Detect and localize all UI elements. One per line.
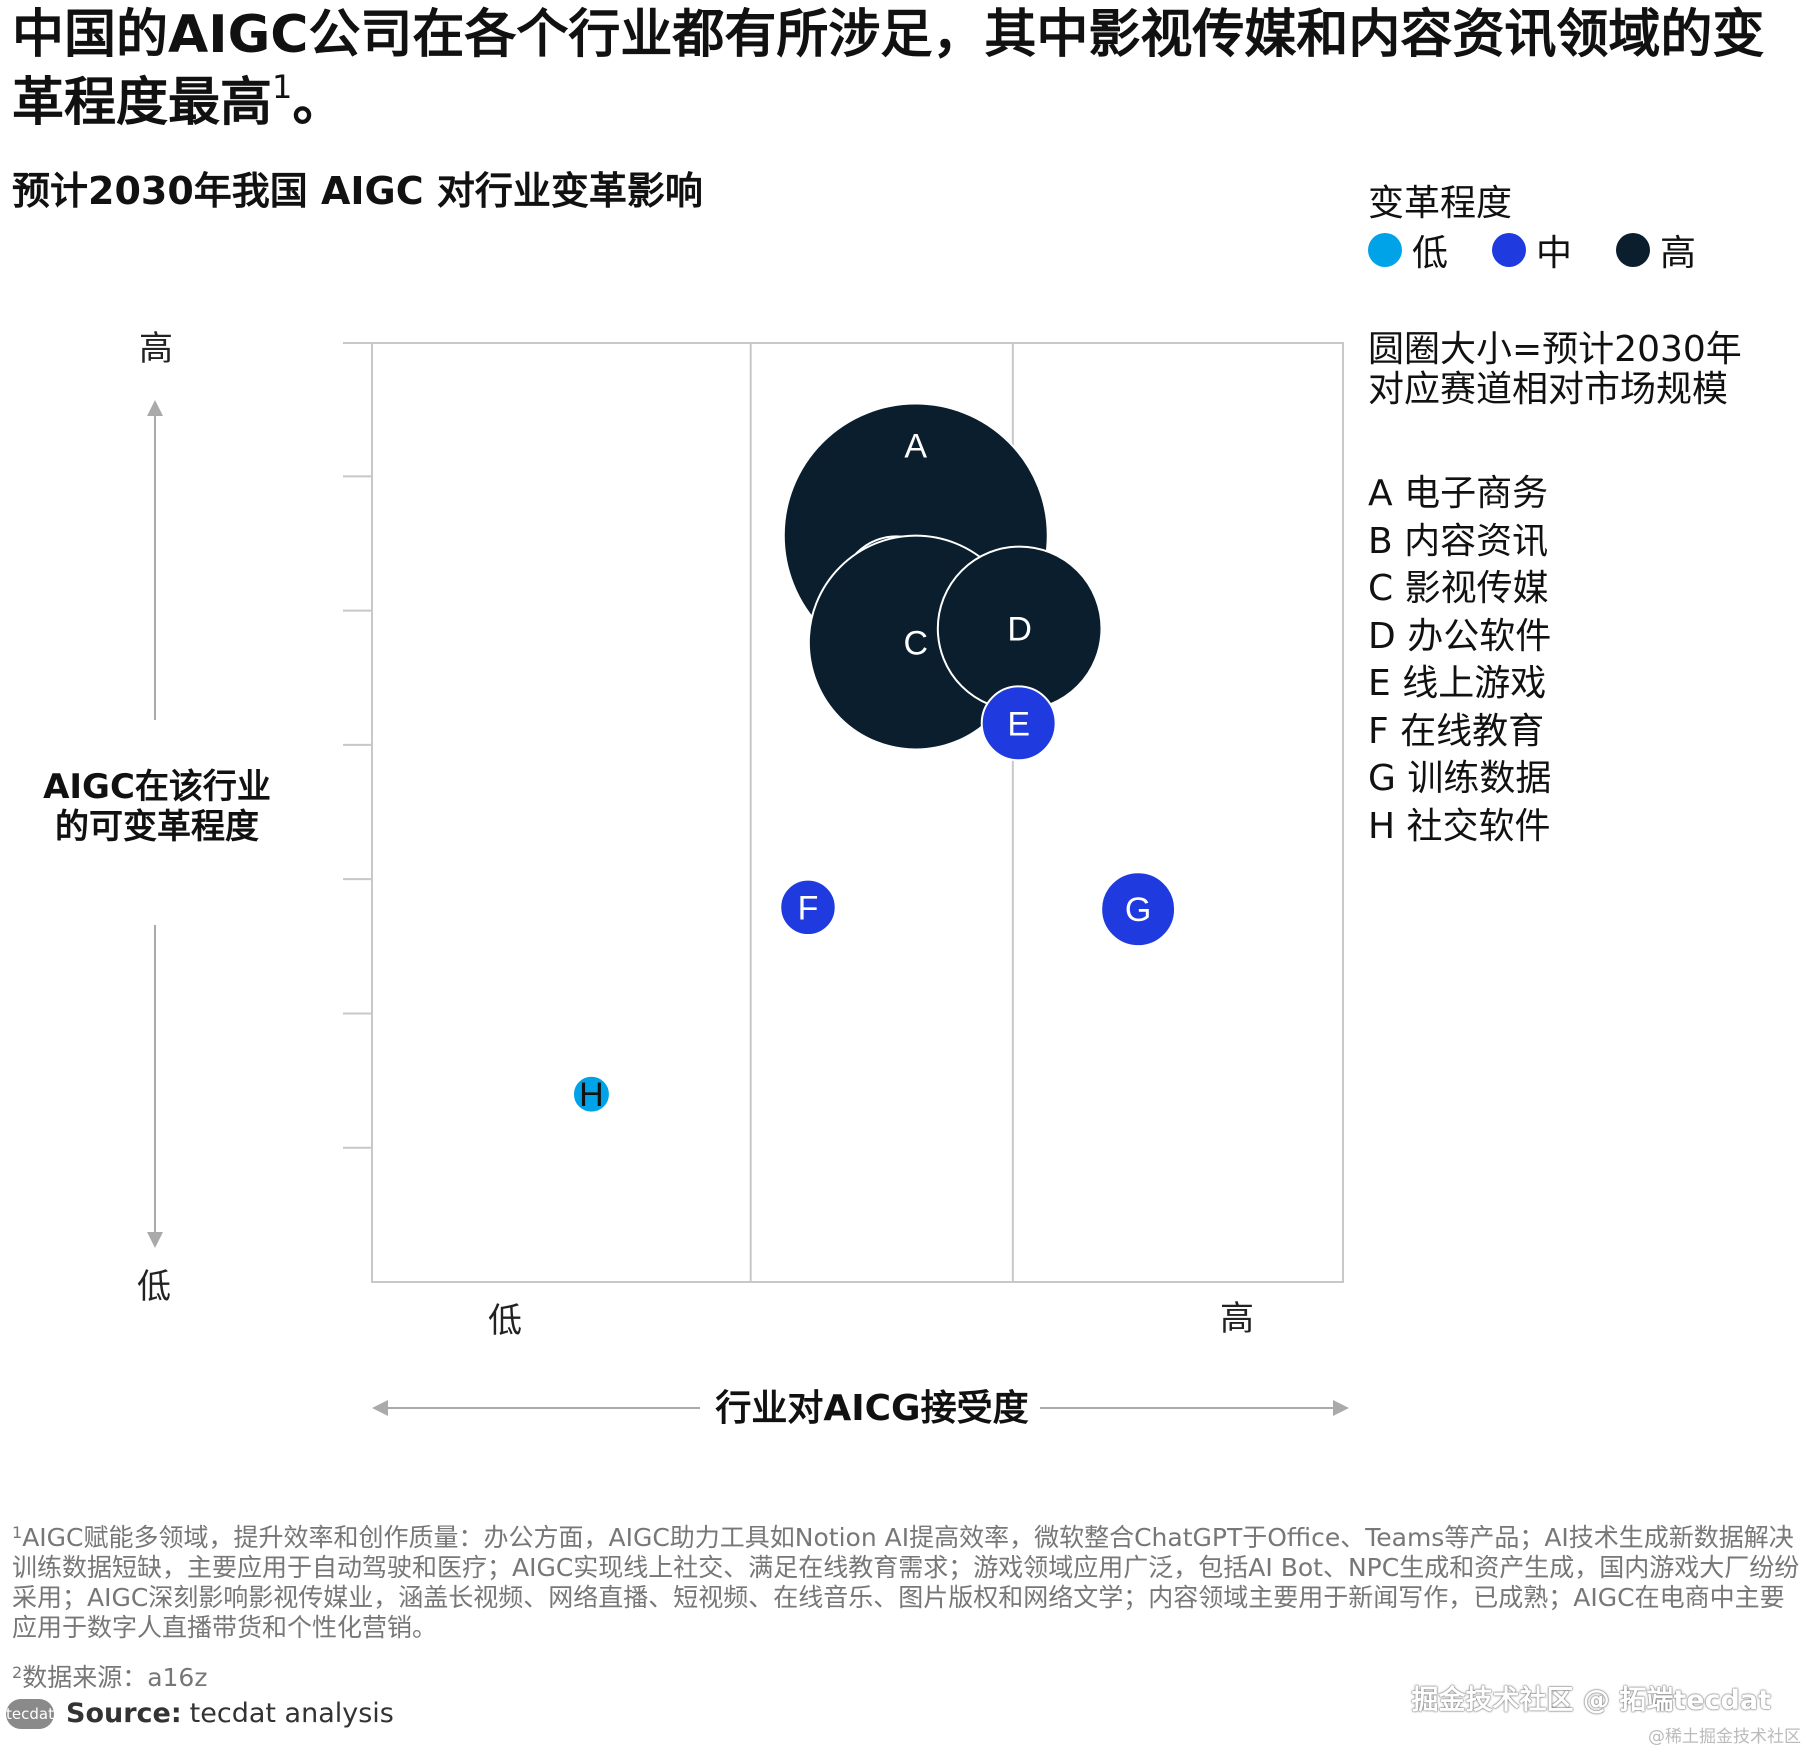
title-footnote-mark: 1	[272, 67, 293, 106]
footnote-1-mark: 1	[12, 1523, 23, 1542]
size-note: 圆圈大小=预计2030年 对应赛道相对市场规模	[1368, 330, 1742, 410]
bubble-circle	[980, 685, 1057, 762]
legend-label-low: 低	[1412, 233, 1449, 274]
x-axis-label: 行业对AICG接受度	[715, 1388, 1028, 1429]
legend: 低 中 高	[1368, 224, 1740, 276]
industry-item: H 社交软件	[1368, 803, 1551, 851]
footnote-1-text: AIGC赋能多领域，提升效率和创作质量：办公方面，AIGC助力工具如Notion…	[12, 1523, 1800, 1642]
industry-item: C 影视传媒	[1368, 565, 1551, 613]
size-note-line-1: 圆圈大小=预计2030年	[1368, 329, 1742, 370]
industry-name: 在线教育	[1400, 710, 1545, 752]
industry-name: 线上游戏	[1402, 663, 1547, 704]
industry-name: 影视传媒	[1404, 568, 1549, 609]
bubble-e: E	[980, 685, 1057, 762]
legend-item-medium: 中	[1492, 224, 1572, 276]
industry-name: 电子商务	[1404, 473, 1549, 514]
industry-letter: F	[1368, 710, 1389, 752]
bubble-label: G	[1125, 891, 1151, 929]
bubble-label: D	[1007, 610, 1032, 648]
legend-dot-high	[1616, 233, 1651, 267]
x-high-label: 高	[1220, 1299, 1254, 1339]
y-low-label: 低	[137, 1267, 171, 1307]
tecdat-logo: tecdat	[6, 1698, 54, 1729]
bubble-layer: ABCDEFGH	[571, 402, 1177, 1114]
industry-item: F 在线教育	[1368, 708, 1551, 756]
source-line: tecdat Source: tecdat analysis	[6, 1698, 394, 1729]
legend-title: 变革程度	[1368, 183, 1513, 224]
bubble-chart: ABCDEFGH 高 低 低 高 AIGC在该行业 的可变革程度 行业对AICG…	[43, 329, 1349, 1429]
watermark: 掘金技术社区 @ 拓端tecdat	[1411, 1685, 1771, 1716]
bubble-label: A	[904, 427, 927, 465]
chart-subtitle: 预计2030年我国 AIGC 对行业变革影响	[12, 169, 703, 213]
footnote-1: 1AIGC赋能多领域，提升效率和创作质量：办公方面，AIGC助力工具如Notio…	[12, 1518, 1802, 1643]
footnote-2-text: 数据来源：a16z	[22, 1663, 208, 1692]
bubble-label: C	[903, 625, 928, 663]
bubble-f: F	[779, 878, 837, 937]
legend-dot-low	[1368, 233, 1402, 267]
industry-letter: B	[1368, 520, 1393, 562]
x-low-label: 低	[488, 1301, 522, 1341]
title-end: 。	[292, 72, 345, 133]
bubble-g: G	[1100, 871, 1177, 948]
industry-name: 内容资讯	[1404, 520, 1549, 562]
legend-label-medium: 中	[1536, 233, 1573, 274]
industry-letter: A	[1368, 473, 1393, 514]
watermark-small: @稀土掘金技术社区	[1648, 1727, 1801, 1747]
main-title: 中国的AIGC公司在各个行业都有所涉足，其中影视传媒和内容资讯领域的变革程度最高…	[12, 4, 1802, 136]
industry-letter: C	[1368, 568, 1394, 609]
footnote-2-mark: 2	[12, 1663, 23, 1682]
legend-item-high: 高	[1616, 224, 1696, 276]
bubble-label: E	[1007, 705, 1030, 743]
y-high-label: 高	[139, 329, 173, 369]
bubble-h: H	[571, 1074, 611, 1114]
industry-item: D 办公软件	[1368, 613, 1551, 661]
y-axis-arrow-up-head	[147, 400, 163, 416]
y-axis-label-line-1: AIGC在该行业	[43, 767, 271, 807]
industry-letter: D	[1368, 615, 1396, 657]
bubble-circle	[571, 1074, 611, 1114]
size-note-line-2: 对应赛道相对市场规模	[1368, 369, 1729, 410]
industry-item: G 训练数据	[1368, 755, 1551, 803]
bubble-circle	[779, 878, 837, 937]
source-label: Source:	[66, 1698, 182, 1729]
legend-dot-medium	[1492, 233, 1527, 267]
x-axis-arrow-right-head	[1333, 1400, 1349, 1416]
axis-layer: 高 低 低 高 AIGC在该行业 的可变革程度 行业对AICG接受度	[43, 329, 1349, 1429]
legend-item-low: 低	[1368, 224, 1448, 276]
industry-letter: E	[1368, 663, 1391, 704]
industry-name: 训练数据	[1407, 758, 1552, 799]
industry-name: 办公软件	[1407, 615, 1552, 657]
bubble-circle	[1100, 871, 1177, 948]
y-axis-arrow-down-head	[147, 1232, 163, 1248]
industry-letter: G	[1368, 758, 1396, 799]
source-text: tecdat analysis	[189, 1698, 394, 1729]
industry-item: E 线上游戏	[1368, 660, 1551, 708]
industry-list: A 电子商务 B 内容资讯 C 影视传媒 D 办公软件 E 线上游戏 F 在线教…	[1368, 470, 1551, 850]
x-axis-arrow-left-head	[372, 1400, 388, 1416]
plot-border	[371, 342, 1344, 1283]
main-title-text: 中国的AIGC公司在各个行业都有所涉足，其中影视传媒和内容资讯领域的变革程度最高	[12, 5, 1765, 133]
bubble-label: H	[579, 1076, 604, 1114]
industry-item: B 内容资讯	[1368, 518, 1551, 566]
industry-letter: H	[1368, 805, 1396, 847]
footnote-2: 2数据来源：a16z	[12, 1658, 207, 1694]
industry-item: A 电子商务	[1368, 470, 1551, 518]
industry-name: 社交软件	[1406, 805, 1551, 847]
y-axis-label-line-2: 的可变革程度	[55, 807, 259, 847]
bubble-label: F	[798, 889, 819, 927]
legend-label-high: 高	[1660, 233, 1697, 274]
